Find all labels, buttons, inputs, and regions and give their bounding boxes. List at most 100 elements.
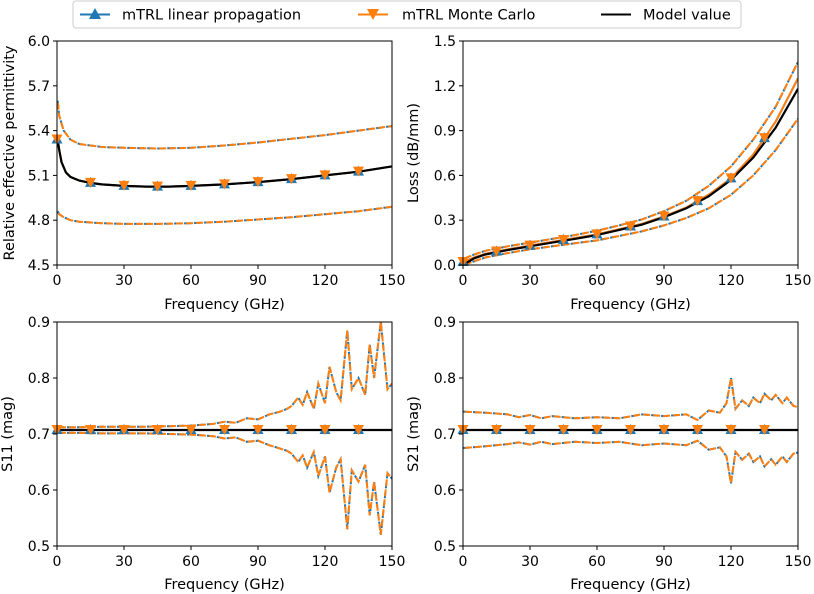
marker-montecarlo xyxy=(85,177,96,188)
x-tick-label: 0 xyxy=(53,273,62,289)
montecarlo-bound-lower xyxy=(57,205,392,225)
y-tick-label: 4.5 xyxy=(28,258,50,274)
y-tick-label: 1.2 xyxy=(434,79,456,95)
marker-montecarlo xyxy=(286,425,297,436)
marker-montecarlo xyxy=(524,425,536,436)
montecarlo-bound-lower xyxy=(463,439,798,484)
y-axis-label: Relative effective permittivity xyxy=(2,45,18,260)
linear-bound-lower xyxy=(463,439,798,484)
x-tick-label: 90 xyxy=(249,554,267,570)
linear-bound-upper xyxy=(463,61,798,260)
x-axis-label: Frequency (GHz) xyxy=(570,297,691,313)
marker-montecarlo xyxy=(625,425,636,436)
y-tick-label: 0.6 xyxy=(434,168,456,184)
plot-frame xyxy=(462,40,799,266)
y-axis-label: Loss (dB/mm) xyxy=(406,103,422,203)
x-tick-label: 0 xyxy=(53,554,62,570)
plot-area xyxy=(463,61,798,265)
panel-s11: 0 30 60 90 120 150 0.5 0.6 0.7 0.8 0.9 Frequency (… xyxy=(0,315,405,593)
model-line xyxy=(57,139,392,188)
marker-montecarlo xyxy=(286,174,297,185)
legend: mTRL linear propagation mTRL Monte Carlo… xyxy=(72,0,742,29)
x-tick-label: 60 xyxy=(588,273,606,289)
legend-label-model: Model value xyxy=(643,8,731,24)
y-axis-label: S11 (mag) xyxy=(0,396,16,472)
marker-montecarlo xyxy=(591,229,603,240)
marker-montecarlo xyxy=(591,425,603,436)
x-tick-label: 150 xyxy=(785,273,812,289)
x-tick-label: 90 xyxy=(655,554,673,570)
legend-label-montecarlo: mTRL Monte Carlo xyxy=(402,8,536,24)
x-tick-label: 60 xyxy=(182,554,200,570)
marker-montecarlo xyxy=(85,425,96,436)
y-tick-label: 0.7 xyxy=(28,427,50,443)
linear-bound-upper xyxy=(463,377,798,422)
model-line xyxy=(463,88,798,265)
x-tick-label: 0 xyxy=(459,273,468,289)
panel-s21: 0 30 60 90 120 150 0.5 0.6 0.7 0.8 0.9 Frequency (… xyxy=(406,315,811,593)
linear-bound-lower xyxy=(57,205,392,225)
y-tick-label: 0.5 xyxy=(28,539,50,555)
marker-montecarlo xyxy=(692,425,703,436)
marker-montecarlo xyxy=(319,425,331,436)
x-tick-label: 90 xyxy=(655,273,673,289)
linear-bound-upper xyxy=(57,100,392,150)
marker-montecarlo xyxy=(491,246,502,257)
legend-label-linear: mTRL linear propagation xyxy=(122,8,301,24)
y-tick-label: 0.8 xyxy=(28,371,50,387)
x-tick-label: 120 xyxy=(718,554,745,570)
marker-montecarlo xyxy=(152,181,163,192)
x-tick-label: 0 xyxy=(459,554,468,570)
y-tick-label: 0.9 xyxy=(434,315,456,331)
linear-bound-lower xyxy=(57,431,392,535)
y-tick-label: 6.0 xyxy=(28,34,50,50)
x-tick-label: 120 xyxy=(718,273,745,289)
y-tick-label: 0.9 xyxy=(434,124,456,140)
y-tick-label: 0.3 xyxy=(434,213,456,229)
x-tick-label: 30 xyxy=(521,554,539,570)
marker-montecarlo xyxy=(524,240,536,251)
marker-montecarlo xyxy=(558,234,569,245)
y-tick-label: 1.5 xyxy=(434,34,456,50)
plot-area xyxy=(57,100,392,225)
y-tick-label: 5.4 xyxy=(28,124,50,140)
x-tick-label: 30 xyxy=(115,273,133,289)
x-axis-label: Frequency (GHz) xyxy=(570,577,691,593)
y-tick-label: 0.7 xyxy=(434,427,456,443)
montecarlo-bound-upper xyxy=(57,322,392,429)
marker-montecarlo xyxy=(152,425,163,436)
x-tick-label: 150 xyxy=(379,273,406,289)
marker-montecarlo xyxy=(658,425,670,436)
panel-loss: 0 30 60 90 120 150 0.0 0.3 0.6 0.9 1.2 1.5 Frequenc… xyxy=(406,34,811,313)
x-tick-label: 30 xyxy=(521,273,539,289)
x-tick-label: 150 xyxy=(785,554,812,570)
y-tick-label: 0.8 xyxy=(434,371,456,387)
y-tick-label: 4.8 xyxy=(28,213,50,229)
x-tick-label: 90 xyxy=(249,273,267,289)
linear-bound-lower xyxy=(463,118,798,265)
marker-montecarlo xyxy=(658,211,670,222)
y-tick-label: 0.0 xyxy=(434,258,456,274)
x-tick-label: 120 xyxy=(312,273,339,289)
x-tick-label: 150 xyxy=(379,554,406,570)
legend-frame xyxy=(72,0,742,29)
montecarlo-bound-upper xyxy=(57,100,392,150)
montecarlo-bound-lower xyxy=(57,431,392,535)
marker-montecarlo xyxy=(185,425,197,436)
marker-montecarlo xyxy=(319,170,331,181)
marker-montecarlo xyxy=(353,425,364,436)
x-tick-label: 30 xyxy=(115,554,133,570)
marker-montecarlo xyxy=(759,133,770,144)
x-axis-label: Frequency (GHz) xyxy=(164,297,285,313)
y-tick-label: 0.6 xyxy=(28,483,50,499)
marker-montecarlo xyxy=(252,425,264,436)
x-tick-label: 60 xyxy=(588,554,606,570)
x-tick-label: 120 xyxy=(312,554,339,570)
marker-montecarlo xyxy=(725,173,737,184)
marker-montecarlo xyxy=(625,221,636,232)
legend-marker-triangle-up xyxy=(89,8,101,19)
y-tick-label: 0.9 xyxy=(28,315,50,331)
panel-permittivity: 0 30 60 90 120 150 4.5 4.8 5.1 5.4 5.7 6.0 Frequenc… xyxy=(2,34,405,313)
marker-montecarlo xyxy=(252,177,264,188)
